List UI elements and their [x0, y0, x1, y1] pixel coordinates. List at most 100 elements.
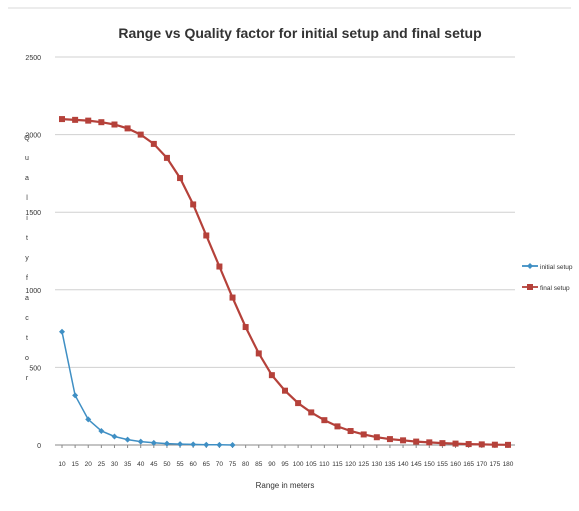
x-tick-label: 10 [58, 461, 66, 468]
series-initial-setup [59, 328, 236, 448]
y-tick-labels: 0 500 1000 1500 2000 2500 [25, 55, 41, 450]
x-tick-label: 95 [281, 461, 289, 468]
legend-label: final setup [540, 285, 570, 292]
gridlines [55, 56, 515, 368]
data-point [491, 441, 498, 448]
chart-title: Range vs Quality factor for initial setu… [118, 25, 481, 41]
y-tick-label: 2500 [25, 55, 41, 62]
legend-marker [527, 284, 533, 290]
data-point [203, 441, 210, 448]
x-tick-label: 175 [489, 461, 500, 468]
x-tick-label: 80 [242, 461, 250, 468]
x-tick-label: 170 [476, 461, 487, 468]
data-point [295, 400, 302, 407]
x-tick-label: 25 [98, 461, 106, 468]
data-point [400, 437, 407, 444]
x-tick-label: 75 [229, 461, 237, 468]
data-point [163, 440, 170, 447]
data-point [216, 263, 223, 270]
x-tick-label: 40 [137, 461, 145, 468]
series-final-setup [59, 116, 511, 448]
x-tick-label: 55 [176, 461, 184, 468]
data-point [85, 117, 92, 124]
data-point [413, 438, 420, 445]
y-axis-label-letter: t [26, 235, 28, 242]
data-point [229, 294, 236, 301]
data-point [111, 121, 118, 128]
x-tick-label: 180 [503, 461, 514, 468]
x-tick-label: 140 [398, 461, 409, 468]
data-point [439, 440, 446, 447]
y-tick-label: 2000 [25, 133, 41, 140]
data-point [334, 423, 341, 430]
data-point [59, 116, 65, 123]
y-tick-label: 1000 [25, 288, 41, 295]
x-tick-label: 15 [72, 461, 80, 468]
data-point [111, 433, 118, 440]
x-tick-label: 120 [345, 461, 356, 468]
y-axis-label-letter: l [26, 195, 28, 202]
x-tick-label: 115 [332, 461, 343, 468]
data-point [150, 140, 157, 147]
data-point [347, 428, 354, 435]
data-point [163, 154, 170, 161]
data-point [98, 428, 105, 435]
x-tick-label: 45 [150, 461, 158, 468]
series-line [61, 118, 509, 446]
x-tick-label: 30 [111, 461, 119, 468]
y-axis-label-letter: r [26, 375, 29, 382]
y-axis-label-letter: u [25, 155, 29, 162]
y-tick-label: 0 [37, 443, 41, 450]
y-axis-label-letter: i [26, 215, 28, 222]
series-layer [59, 116, 511, 448]
y-axis-label-letter: f [26, 275, 28, 282]
data-point [426, 439, 433, 446]
x-tick-label: 160 [450, 461, 461, 468]
data-point [452, 440, 459, 447]
x-tick-label: 60 [190, 461, 198, 468]
x-tick-label: 50 [163, 461, 171, 468]
y-tick-label: 500 [29, 365, 41, 372]
x-tick-label: 70 [216, 461, 224, 468]
data-point [360, 431, 367, 438]
y-axis-label-letter: t [26, 335, 28, 342]
x-tick-labels: 10 15 20 25 30 35 40 45 50 55 60 65 70 75 80 85 90 95 100 1… [58, 445, 514, 468]
data-point [59, 328, 65, 335]
data-point [177, 441, 184, 448]
data-point [72, 392, 79, 399]
x-axis-label: Range in meters [256, 481, 315, 490]
x-tick-label: 165 [463, 461, 474, 468]
data-point [137, 131, 144, 138]
data-point [177, 175, 184, 182]
data-point [321, 417, 328, 424]
legend-label: initial setup [540, 264, 573, 271]
x-tick-label: 35 [124, 461, 132, 468]
data-point [137, 438, 144, 445]
y-axis-label-letter: c [25, 315, 29, 322]
data-point [268, 372, 275, 379]
legend-marker [527, 263, 533, 269]
data-point [216, 441, 223, 448]
data-point [373, 434, 380, 441]
x-tick-label: 90 [268, 461, 276, 468]
data-point [505, 441, 511, 448]
data-point [150, 439, 157, 446]
y-axis-label-letter: y [25, 255, 29, 262]
y-axis-label-letter: Q [24, 135, 30, 142]
x-tick-label: 125 [358, 461, 369, 468]
x-tick-label: 105 [306, 461, 317, 468]
data-point [98, 119, 105, 126]
x-tick-label: 110 [319, 461, 330, 468]
data-point [229, 442, 236, 448]
data-point [478, 441, 485, 448]
y-axis-label: Qu a l i t y f a c t o r [24, 135, 30, 382]
y-axis-label-letter: a [25, 295, 29, 302]
legend: initial setup final setup [522, 263, 573, 292]
x-tick-label: 150 [424, 461, 435, 468]
x-tick-label: 155 [437, 461, 448, 468]
data-point [308, 409, 315, 416]
series-line [61, 331, 233, 446]
x-tick-label: 85 [255, 461, 263, 468]
